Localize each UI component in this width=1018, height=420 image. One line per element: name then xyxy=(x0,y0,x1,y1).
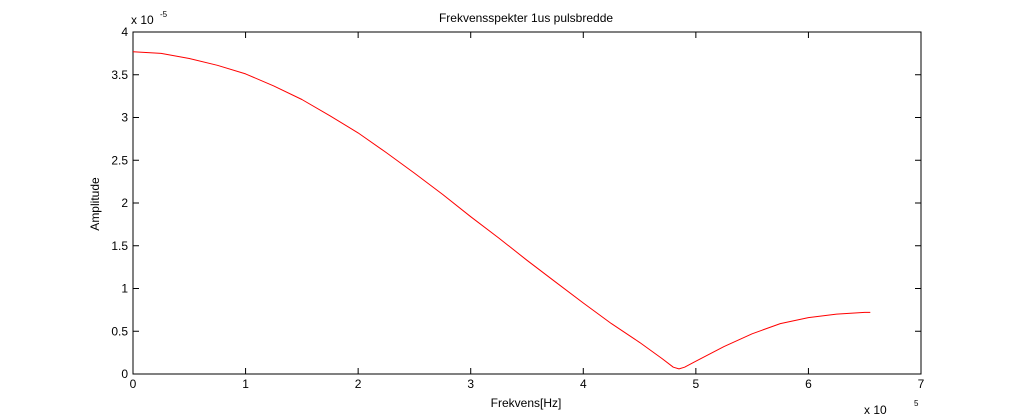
x-axis-ticks: 0 1 2 3 4 5 6 7 xyxy=(130,32,925,391)
x-multiplier-exponent: 5 xyxy=(914,399,919,408)
y-multiplier-exponent: -5 xyxy=(160,10,168,19)
y-tick-label: 3 xyxy=(121,111,128,125)
y-tick-label: 3.5 xyxy=(111,68,128,82)
x-tick-label: 4 xyxy=(580,377,587,391)
x-tick-label: 0 xyxy=(130,377,137,391)
x-multiplier-base: x 10 xyxy=(864,403,887,417)
x-tick-label: 1 xyxy=(242,377,249,391)
y-multiplier-base: x 10 xyxy=(131,13,154,27)
y-tick-label: 2 xyxy=(121,196,128,210)
x-axis-multiplier: x 10 5 xyxy=(864,399,919,417)
y-tick-label: 1 xyxy=(121,282,128,296)
y-axis-ticks: 0 0.5 1 1.5 2 2.5 3 3.5 4 xyxy=(111,25,921,381)
y-axis-label: Amplitude xyxy=(88,177,102,231)
series-line-0 xyxy=(132,51,871,370)
x-tick-label: 2 xyxy=(355,377,362,391)
x-tick-label: 6 xyxy=(805,377,812,391)
y-tick-label: 0 xyxy=(121,367,128,381)
y-tick-label: 0.5 xyxy=(111,324,128,338)
x-tick-label: 7 xyxy=(918,377,925,391)
x-axis-label: Frekvens[Hz] xyxy=(491,396,562,410)
x-tick-label: 3 xyxy=(467,377,474,391)
y-tick-label: 1.5 xyxy=(111,239,128,253)
y-tick-label: 4 xyxy=(121,25,128,39)
series-layer xyxy=(132,51,871,370)
y-axis-multiplier: x 10 -5 xyxy=(131,10,168,27)
x-tick-label: 5 xyxy=(693,377,700,391)
chart-title: Frekvensspekter 1us pulsbredde xyxy=(439,11,613,25)
y-tick-label: 2.5 xyxy=(111,153,128,167)
plot-area xyxy=(132,31,922,375)
